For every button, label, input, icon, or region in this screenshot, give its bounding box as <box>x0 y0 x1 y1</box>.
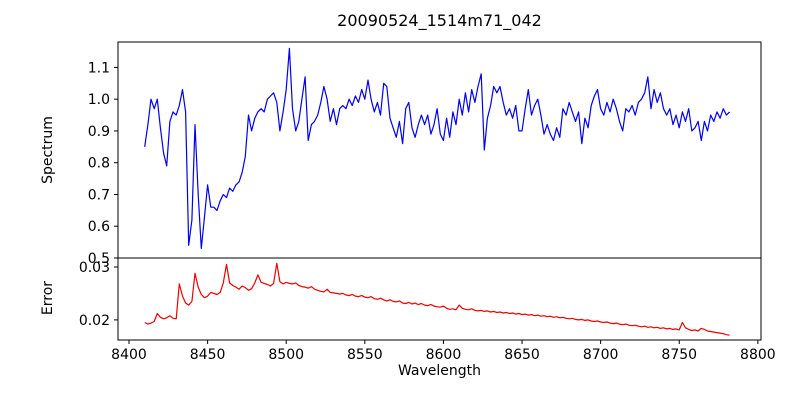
x-tick-label: 8750 <box>661 347 697 363</box>
x-tick-label: 8450 <box>190 347 226 363</box>
spectrum-y-tick-label: 0.7 <box>88 187 110 203</box>
x-tick-label: 8550 <box>347 347 383 363</box>
spectrum-y-tick-label: 0.8 <box>88 156 110 172</box>
spectrum-y-tick-label: 0.9 <box>88 124 110 140</box>
x-tick-label: 8700 <box>583 347 619 363</box>
chart-title: 20090524_1514m71_042 <box>337 11 542 30</box>
error-y-tick-label: 0.03 <box>79 260 110 276</box>
error-y-tick-label: 0.02 <box>79 313 110 329</box>
spectrum-y-tick-label: 1.0 <box>88 92 110 108</box>
x-tick-label: 8650 <box>504 347 540 363</box>
error-line <box>144 262 730 336</box>
x-tick-label: 8400 <box>111 347 147 363</box>
x-tick-label: 8500 <box>268 347 304 363</box>
spectrum-line <box>144 47 731 250</box>
x-tick-label: 8600 <box>426 347 462 363</box>
error-axes-frame <box>117 257 762 341</box>
x-tick-label: 8800 <box>740 347 776 363</box>
spectrum-y-tick-label: 0.5 <box>88 251 110 267</box>
x-axis-label: Wavelength <box>397 363 482 379</box>
spectrum-y-tick-label: 0.6 <box>88 219 110 235</box>
spectrum-y-tick-label: 1.1 <box>88 60 110 76</box>
spectrum-axes-frame <box>117 41 762 259</box>
